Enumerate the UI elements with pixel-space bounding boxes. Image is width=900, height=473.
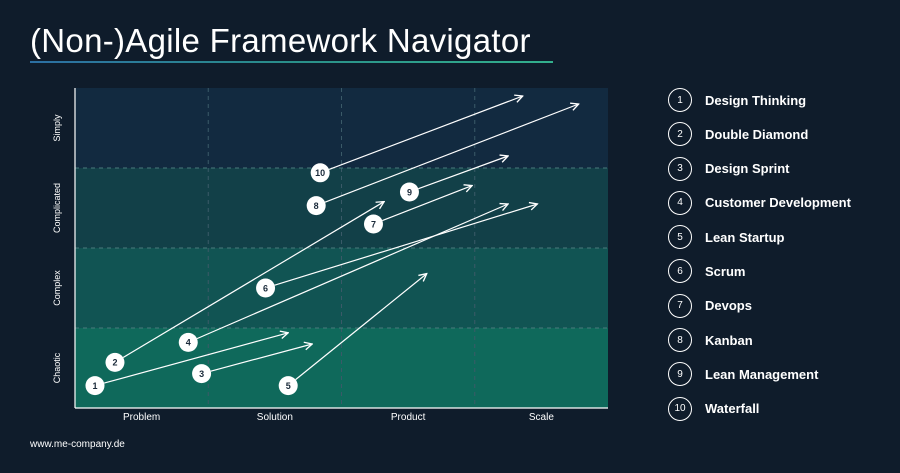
node-10: 10 bbox=[310, 163, 330, 183]
arrow-3 bbox=[210, 344, 312, 372]
legend-label: Devops bbox=[705, 298, 752, 314]
axis-lines bbox=[74, 88, 608, 409]
legend-number: 5 bbox=[668, 225, 692, 250]
node-3: 3 bbox=[192, 364, 212, 384]
title-underline bbox=[30, 61, 553, 63]
page-title: (Non-)Agile Framework Navigator bbox=[30, 22, 531, 59]
arrow-6 bbox=[274, 204, 538, 286]
legend-number: 9 bbox=[668, 362, 692, 387]
node-circle bbox=[310, 163, 330, 183]
node-circle bbox=[278, 376, 298, 396]
legend-item: 4 Customer Development bbox=[668, 190, 893, 216]
node-circle bbox=[256, 278, 276, 298]
legend-item: 6 Scrum bbox=[668, 258, 893, 284]
footer-url: www.me-company.de bbox=[30, 439, 125, 450]
legend-number: 3 bbox=[668, 156, 692, 181]
arrow-9 bbox=[418, 156, 508, 190]
legend-label: Lean Management bbox=[705, 366, 819, 382]
arrow-10 bbox=[328, 96, 523, 170]
node-circle bbox=[105, 352, 125, 372]
x-axis-label: Problem bbox=[123, 412, 160, 423]
legend-item: 9 Lean Management bbox=[668, 361, 893, 387]
legend-item: 7 Devops bbox=[668, 293, 893, 319]
node-circle bbox=[178, 332, 198, 352]
node-number: 9 bbox=[407, 187, 412, 197]
node-2: 2 bbox=[105, 352, 125, 372]
node-number: 6 bbox=[263, 283, 268, 293]
framework-nodes: 1 2 3 4 5 6 7 8 9 10 bbox=[85, 163, 419, 396]
legend-label: Customer Development bbox=[705, 195, 851, 211]
x-axis-label: Solution bbox=[257, 412, 293, 423]
node-number: 3 bbox=[199, 369, 204, 379]
node-number: 5 bbox=[286, 381, 291, 391]
y-axis-label: Complicated bbox=[52, 183, 62, 233]
node-number: 2 bbox=[112, 358, 117, 368]
node-number: 7 bbox=[371, 219, 376, 229]
legend-number: 4 bbox=[668, 190, 692, 215]
legend-item: 10 Waterfall bbox=[668, 396, 893, 422]
node-1: 1 bbox=[85, 376, 105, 396]
node-circle bbox=[306, 196, 326, 216]
legend-item: 2 Double Diamond bbox=[668, 121, 893, 147]
x-axis-labels: Problem Solution Product Scale bbox=[123, 412, 554, 423]
node-number: 8 bbox=[314, 201, 319, 211]
y-axis-label: Chaotic bbox=[52, 352, 62, 383]
legend-item: 3 Design Sprint bbox=[668, 156, 893, 182]
legend-label: Double Diamond bbox=[705, 126, 809, 142]
legend-label: Design Thinking bbox=[705, 92, 807, 108]
legend-item: 5 Lean Startup bbox=[668, 224, 893, 250]
legend-number: 7 bbox=[668, 293, 692, 318]
node-circle bbox=[363, 214, 383, 234]
arrow-7 bbox=[382, 186, 472, 222]
arrow-8 bbox=[324, 104, 579, 203]
x-axis-label: Scale bbox=[529, 412, 554, 423]
legend-item: 1 Design Thinking bbox=[668, 87, 893, 113]
framework-arrows bbox=[103, 96, 579, 384]
arrow-4 bbox=[196, 204, 508, 340]
legend-label: Scrum bbox=[705, 263, 746, 279]
legend-number: 2 bbox=[668, 122, 692, 147]
legend-label: Waterfall bbox=[705, 401, 760, 417]
legend-label: Kanban bbox=[705, 332, 753, 348]
node-6: 6 bbox=[256, 278, 276, 298]
arrow-5 bbox=[295, 274, 427, 381]
x-axis-label: Product bbox=[391, 412, 426, 423]
node-number: 1 bbox=[92, 381, 97, 391]
legend-number: 8 bbox=[668, 328, 692, 353]
node-7: 7 bbox=[363, 214, 383, 234]
node-number: 10 bbox=[315, 168, 325, 178]
node-9: 9 bbox=[399, 182, 419, 202]
node-circle bbox=[399, 182, 419, 202]
node-number: 4 bbox=[186, 338, 191, 348]
node-circle bbox=[85, 376, 105, 396]
node-5: 5 bbox=[278, 376, 298, 396]
y-axis-labels: Simply Complicated Complex Chaotic bbox=[52, 114, 62, 383]
legend-number: 10 bbox=[668, 396, 692, 421]
y-axis-label: Complex bbox=[52, 270, 62, 306]
legend-item: 8 Kanban bbox=[668, 327, 893, 353]
legend-label: Lean Startup bbox=[705, 229, 785, 245]
legend: 1 Design Thinking 2 Double Diamond 3 Design S… bbox=[668, 87, 893, 430]
legend-label: Design Sprint bbox=[705, 161, 790, 177]
arrow-1 bbox=[103, 333, 288, 384]
node-8: 8 bbox=[306, 196, 326, 216]
node-circle bbox=[192, 364, 212, 384]
arrow-2 bbox=[122, 202, 384, 359]
y-axis-label: Simply bbox=[52, 114, 62, 142]
legend-number: 1 bbox=[668, 88, 692, 112]
legend-number: 6 bbox=[668, 259, 692, 284]
node-4: 4 bbox=[178, 332, 198, 352]
